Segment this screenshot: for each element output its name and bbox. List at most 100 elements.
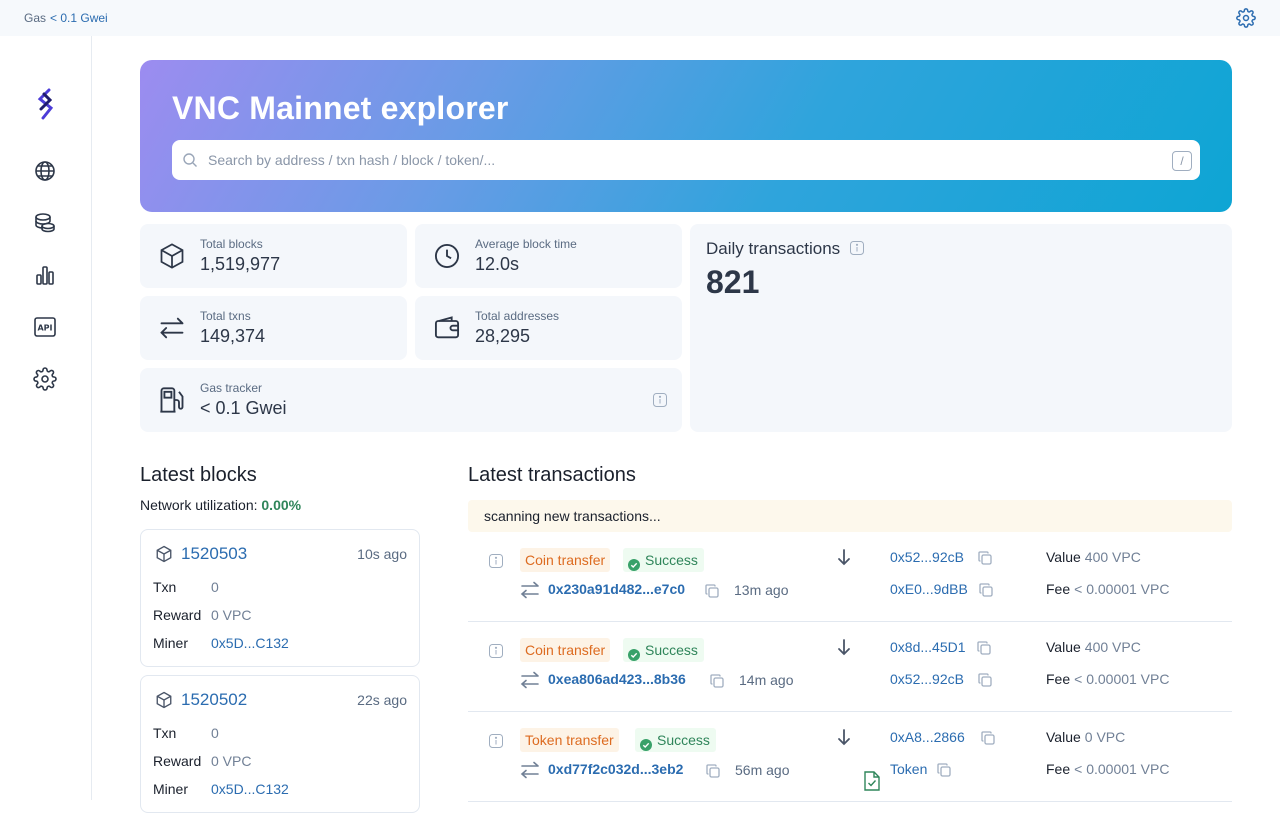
tx-status-label: Success (645, 642, 698, 658)
tx-from-link[interactable]: 0x8d...45D1 (890, 639, 966, 655)
tx-to-link[interactable]: 0xE0...9dBB (890, 581, 968, 597)
tx-value-label: Value (1046, 639, 1081, 655)
arrow-down-icon (836, 638, 852, 656)
block-card: 1520503 10s ago Txn 0 Reward 0 VPC Miner… (140, 529, 420, 667)
block-age: 22s ago (357, 692, 407, 708)
copy-icon[interactable] (979, 583, 993, 597)
block-number-link[interactable]: 1520503 (181, 544, 248, 563)
daily-transactions-value: 821 (706, 264, 760, 300)
block-miner-row: Miner 0x5D...C132 (153, 781, 289, 797)
copy-icon[interactable] (978, 673, 992, 687)
tx-fee: Fee < 0.00001 VPC (1046, 671, 1169, 687)
globe-icon[interactable] (33, 159, 59, 185)
stat-gas-tracker: Gas tracker < 0.1 Gwei (140, 368, 682, 432)
block-miner-label: Miner (153, 635, 189, 651)
tx-from-link[interactable]: 0xA8...2866 (890, 729, 965, 745)
tx-value: Value 400 VPC (1046, 549, 1141, 565)
hero-banner: VNC Mainnet explorer / (140, 60, 1232, 212)
block-txn-label: Txn (153, 725, 177, 741)
copy-icon[interactable] (981, 731, 995, 745)
tx-status-label: Success (657, 732, 710, 748)
stat-average-block-time: Average block time 12.0s (415, 224, 682, 288)
block-txn-value: 0 (211, 725, 219, 741)
copy-icon[interactable] (978, 551, 992, 565)
block-miner-label: Miner (153, 781, 189, 797)
info-icon[interactable] (489, 554, 503, 568)
check-circle-icon (628, 554, 640, 571)
chart-icon[interactable] (33, 263, 59, 289)
block-miner-link[interactable]: 0x5D...C132 (211, 781, 289, 797)
stat-value: 1,519,977 (200, 254, 281, 274)
stat-total-addresses: Total addresses 28,295 (415, 296, 682, 360)
cube-icon (155, 545, 173, 563)
copy-icon[interactable] (977, 641, 991, 655)
coins-icon[interactable] (33, 211, 59, 237)
search-bar: / (172, 140, 1200, 180)
block-miner-row: Miner 0x5D...C132 (153, 635, 289, 651)
tx-fee: Fee < 0.00001 VPC (1046, 581, 1169, 597)
block-number-link[interactable]: 1520502 (181, 690, 248, 709)
tx-value-label: Value (1046, 549, 1081, 565)
tx-value-amount: 400 VPC (1084, 549, 1141, 565)
tx-fee-label: Fee (1046, 671, 1071, 687)
tx-age: 13m ago (734, 582, 789, 598)
check-circle-icon (640, 734, 652, 751)
stat-label: Total blocks (200, 237, 263, 251)
api-icon[interactable]: API (33, 315, 59, 341)
tx-fee-label: Fee (1046, 581, 1071, 597)
info-icon[interactable] (850, 241, 864, 255)
search-icon (182, 152, 198, 168)
gear-icon[interactable] (33, 367, 59, 393)
transaction-row: Coin transfer Success 0x230a91d482...e7c… (468, 532, 1232, 622)
transfer-icon (158, 314, 186, 342)
network-utilization: Network utilization: 0.00% (140, 497, 301, 513)
block-txn-label: Txn (153, 579, 177, 595)
copy-icon[interactable] (705, 584, 719, 598)
transfer-icon (520, 761, 540, 779)
tx-hash-link[interactable]: 0xd77f2c032d...3eb2 (548, 761, 684, 777)
transfer-icon (520, 581, 540, 599)
arrow-down-icon (836, 548, 852, 566)
tx-value-amount: 400 VPC (1084, 639, 1141, 655)
info-icon[interactable] (489, 734, 503, 748)
tx-status-badge: Success (623, 548, 704, 572)
tx-age: 14m ago (739, 672, 794, 688)
stat-value: 149,374 (200, 326, 266, 346)
gas-pump-icon (158, 386, 186, 414)
tx-from-link[interactable]: 0x52...92cB (890, 549, 964, 565)
tx-value: Value 0 VPC (1046, 729, 1125, 745)
tx-status-badge: Success (623, 638, 704, 662)
stat-value: 28,295 (475, 326, 531, 346)
logo-icon[interactable] (32, 88, 60, 120)
copy-icon[interactable] (710, 674, 724, 688)
network-utilization-label: Network utilization: (140, 497, 258, 513)
daily-transactions-title: Daily transactions (706, 239, 841, 258)
info-icon[interactable] (489, 644, 503, 658)
tx-to-token-link[interactable]: Token (890, 761, 928, 777)
search-input[interactable] (208, 140, 1148, 180)
wallet-icon (433, 314, 461, 342)
gas-label: Gas (24, 11, 47, 25)
tx-to-link[interactable]: 0x52...92cB (890, 671, 964, 687)
block-reward-value: 0 VPC (211, 753, 252, 769)
copy-icon[interactable] (937, 763, 951, 777)
settings-icon[interactable] (1236, 8, 1256, 28)
block-txn-row: Txn 0 (153, 725, 219, 741)
info-icon[interactable] (653, 393, 667, 407)
arrow-down-icon (836, 728, 852, 746)
stat-total-blocks: Total blocks 1,519,977 (140, 224, 407, 288)
page-title: VNC Mainnet explorer (172, 90, 509, 126)
tx-fee-amount: < 0.00001 VPC (1074, 761, 1170, 777)
latest-blocks-title: Latest blocks (140, 464, 257, 486)
daily-transactions-card: Daily transactions 821 (690, 224, 1232, 432)
gas-price-link[interactable]: < 0.1 Gwei (50, 11, 108, 25)
tx-hash-link[interactable]: 0xea806ad423...8b36 (548, 671, 686, 687)
copy-icon[interactable] (706, 764, 720, 778)
block-reward-row: Reward 0 VPC (153, 753, 251, 769)
stat-value: 12.0s (475, 254, 520, 274)
check-circle-icon (628, 644, 640, 661)
sidebar: API (0, 36, 92, 800)
block-miner-link[interactable]: 0x5D...C132 (211, 635, 289, 651)
tx-type-badge: Coin transfer (520, 638, 611, 662)
tx-hash-link[interactable]: 0x230a91d482...e7c0 (548, 581, 686, 597)
